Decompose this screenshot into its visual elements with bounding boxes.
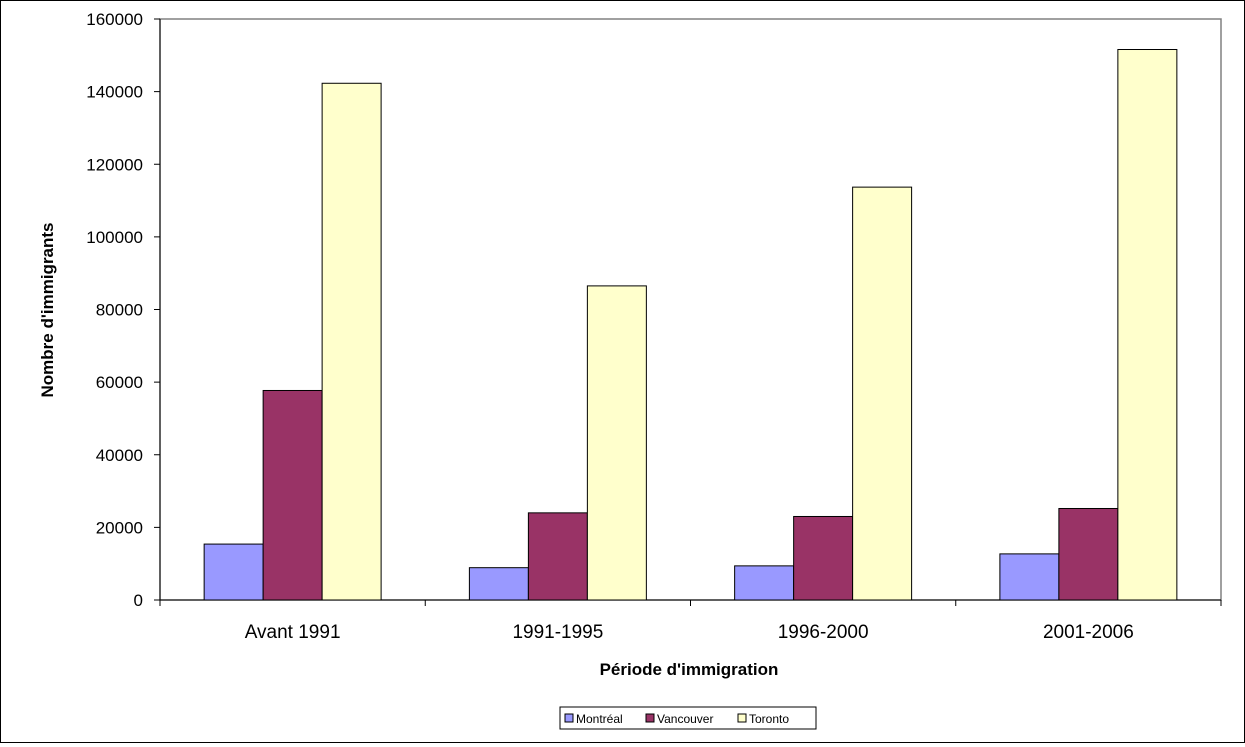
bar-toronto-1	[586, 285, 647, 601]
y-tick-label: 0	[134, 591, 143, 610]
bar-toronto-3	[1117, 49, 1178, 601]
legend-swatch	[564, 713, 574, 723]
y-tick-label: 100000	[86, 228, 143, 247]
y-tick-label: 20000	[96, 518, 143, 537]
legend: Montréal Vancouver Toronto	[559, 706, 817, 730]
bar-vancouver-1	[527, 512, 588, 601]
legend-label: Vancouver	[657, 712, 713, 726]
legend-label: Montréal	[576, 712, 623, 726]
bar-vancouver-2	[793, 515, 854, 601]
legend-swatch	[737, 713, 747, 723]
legend-swatch	[645, 713, 655, 723]
y-tick-label: 160000	[86, 10, 143, 29]
y-tick-label: 40000	[96, 446, 143, 465]
x-category-label: Avant 1991	[245, 622, 341, 643]
x-category-label: 1991-1995	[512, 622, 603, 643]
bar-montr-al-3	[999, 553, 1060, 601]
bar-toronto-2	[852, 186, 913, 601]
bars	[203, 49, 1178, 601]
y-axis-title: Nombre d'immigrants	[38, 222, 57, 397]
bar-montr-al-1	[468, 567, 529, 601]
y-tick-label: 120000	[86, 155, 143, 174]
y-tick-label: 60000	[96, 373, 143, 392]
x-axis-ticks: Avant 1991 1991-1995 1996-2000 2001-2006	[159, 600, 1222, 643]
legend-items: Montréal Vancouver Toronto	[564, 712, 789, 726]
legend-box	[559, 706, 817, 730]
y-axis-ticks: 0 20000 40000 60000 80000 100000 120000 140000 1…	[86, 10, 160, 610]
bar-toronto-0	[321, 82, 382, 601]
bar-vancouver-0	[262, 389, 323, 601]
legend-label: Toronto	[749, 712, 789, 726]
y-tick-label: 80000	[96, 301, 143, 320]
bar-montr-al-2	[734, 565, 795, 601]
x-category-label: 2001-2006	[1043, 622, 1134, 643]
x-category-label: 1996-2000	[778, 622, 869, 643]
bar-vancouver-3	[1058, 507, 1119, 601]
y-tick-label: 140000	[86, 83, 143, 102]
x-axis-title: Période d'immigration	[600, 660, 779, 679]
bar-montr-al-0	[203, 543, 264, 601]
plot-area: 0 20000 40000 60000 80000 100000 120000 140000 1…	[86, 10, 1222, 643]
